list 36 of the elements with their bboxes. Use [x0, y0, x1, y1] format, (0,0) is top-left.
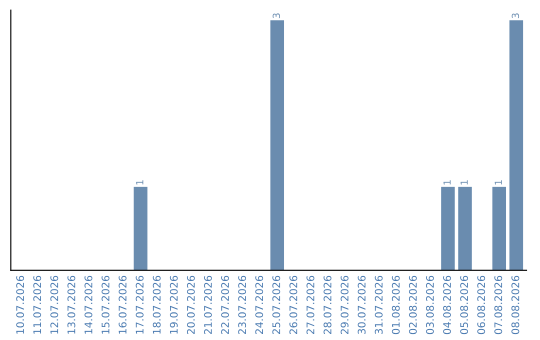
x-tick-label: 22.07.2026: [221, 276, 229, 334]
x-tick-label: 18.07.2026: [152, 276, 161, 334]
x-tick-label: 25.07.2026: [272, 276, 280, 334]
x-tick-label: 14.07.2026: [84, 276, 92, 334]
x-tick-label: 04.08.2026: [443, 276, 451, 334]
x-tick-label: 16.07.2026: [118, 276, 127, 334]
x-tick-label: 19.07.2026: [170, 276, 178, 334]
x-tick-label: 13.07.2026: [67, 276, 76, 334]
x-tick-label: 15.07.2026: [102, 276, 110, 334]
x-tick-label: 02.08.2026: [408, 276, 417, 334]
x-tick-label: 23.07.2026: [238, 276, 246, 334]
x-tick-label: 24.07.2026: [255, 276, 264, 334]
x-tick-label: 27.07.2026: [306, 276, 314, 334]
x-tick-label: 05.08.2026: [460, 276, 468, 334]
x-tick-label: 26.07.2026: [289, 276, 298, 334]
x-tick-label: 01.08.2026: [392, 276, 400, 334]
data-label: 1: [460, 180, 468, 184]
x-tick-label: 17.07.2026: [136, 276, 144, 334]
x-tick-label: 11.07.2026: [33, 276, 42, 334]
x-tick-label: 03.08.2026: [426, 276, 434, 334]
x-tick-label: 08.08.2026: [511, 276, 520, 334]
x-tick-label: 10.07.2026: [16, 276, 24, 334]
x-tick-label: 12.07.2026: [50, 276, 58, 334]
x-tick-label: 31.07.2026: [374, 276, 383, 334]
data-label: 3: [272, 13, 280, 18]
x-tick-label: 07.08.2026: [494, 276, 502, 334]
x-tick-label: 30.07.2026: [358, 276, 366, 334]
data-label: 3: [512, 13, 520, 18]
x-tick-label: 21.07.2026: [204, 276, 212, 334]
x-tick-label: 06.08.2026: [477, 276, 486, 334]
data-label: 1: [444, 180, 451, 184]
x-tick-label: 20.07.2026: [186, 276, 195, 334]
data-label: 1: [136, 180, 144, 184]
x-tick-label: 29.07.2026: [340, 276, 349, 334]
x-tick-label: 28.07.2026: [324, 276, 332, 334]
data-label: 1: [494, 180, 502, 184]
